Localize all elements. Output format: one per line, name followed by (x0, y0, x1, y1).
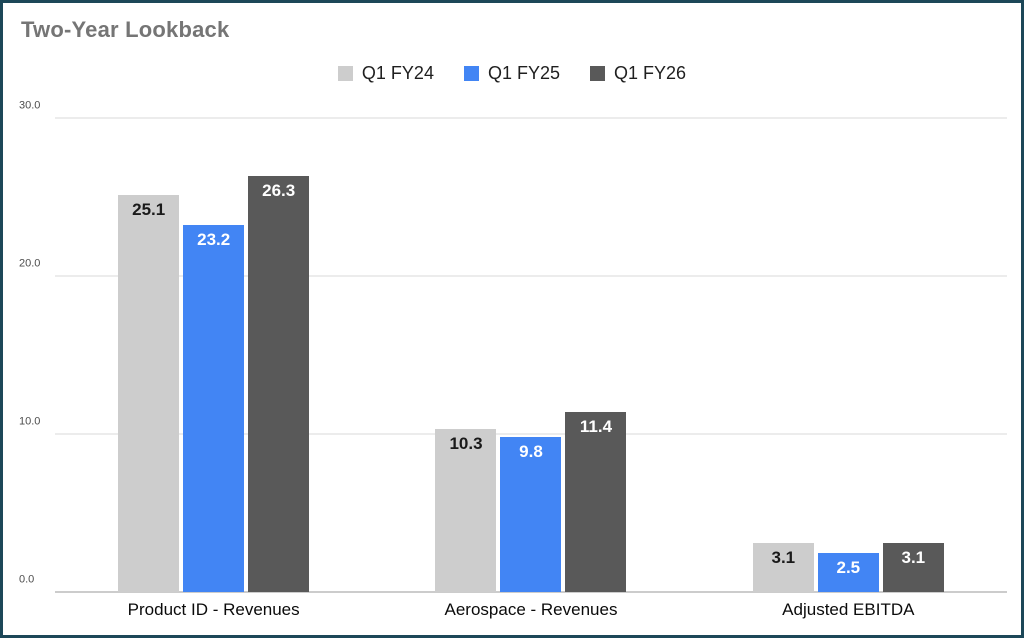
bar-value-label: 10.3 (449, 434, 483, 454)
legend-swatch-q1-fy24 (337, 66, 353, 81)
legend: Q1 FY24 Q1 FY25 Q1 FY26 (3, 63, 1021, 84)
bar-q1-fy26: 26.3 (248, 176, 310, 592)
legend-item-q1-fy26: Q1 FY26 (590, 63, 686, 84)
y-tick-label: 10.0 (19, 415, 41, 428)
gridline (55, 275, 1007, 277)
bar-q1-fy25: 9.8 (500, 437, 562, 592)
bar-value-label: 25.1 (132, 200, 166, 220)
bar-q1-fy24: 25.1 (118, 195, 180, 592)
bar-q1-fy26: 3.1 (882, 543, 944, 592)
bar-value-label: 23.2 (197, 230, 231, 250)
bar-q1-fy26: 11.4 (565, 411, 627, 592)
bar-value-label: 3.1 (901, 548, 926, 568)
legend-label-q1-fy25: Q1 FY25 (487, 63, 561, 83)
plot-area: 0.0 10.0 20.0 30.0 25.1 23.2 26.3 Product ID - … (3, 99, 1021, 619)
legend-label-q1-fy24: Q1 FY24 (361, 63, 434, 83)
legend-swatch-q1-fy26 (590, 66, 606, 81)
legend-swatch-q1-fy25 (463, 66, 479, 81)
y-tick-label: 20.0 (19, 257, 41, 270)
category-label: Product ID - Revenues (127, 600, 300, 619)
bar-group: 3.1 2.5 3.1 Adjusted EBITDA (752, 118, 944, 619)
y-tick-label: 0.0 (19, 573, 35, 586)
bar-value-label: 2.5 (836, 557, 861, 577)
chart-title: Two-Year Lookback (21, 17, 230, 42)
bar-q1-fy25: 23.2 (183, 225, 245, 592)
gridline (55, 433, 1007, 435)
bar-value-label: 11.4 (579, 416, 613, 436)
category-label: Aerospace - Revenues (444, 600, 618, 619)
legend-item-q1-fy24: Q1 FY24 (337, 63, 434, 84)
legend-label-q1-fy26: Q1 FY26 (614, 63, 687, 83)
bar-group: 25.1 23.2 26.3 Product ID - Revenues (118, 118, 310, 619)
bar-q1-fy25: 2.5 (817, 552, 879, 592)
y-tick-label: 30.0 (19, 99, 41, 112)
bar-groups: 25.1 23.2 26.3 Product ID - Revenues 10.3 9.8… (55, 118, 1007, 619)
bar-value-label: 3.1 (771, 548, 796, 568)
bar-value-label: 9.8 (519, 442, 543, 462)
bar-value-label: 26.3 (262, 181, 296, 201)
bar-q1-fy24: 10.3 (435, 429, 497, 592)
legend-item-q1-fy25: Q1 FY25 (463, 63, 561, 84)
gridline (55, 591, 1007, 593)
bar-q1-fy24: 3.1 (752, 543, 814, 592)
category-label: Adjusted EBITDA (782, 600, 915, 619)
gridline (55, 117, 1007, 119)
bar-group: 10.3 9.8 11.4 Aerospace - Revenues (435, 118, 627, 619)
